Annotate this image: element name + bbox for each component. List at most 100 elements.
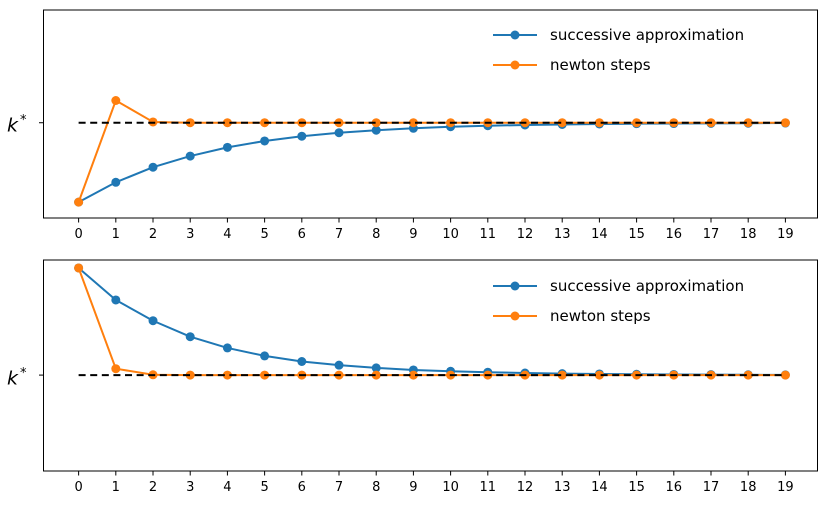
x-tick-label: 1	[112, 480, 120, 495]
x-tick-label: 0	[74, 227, 82, 242]
series-marker	[111, 177, 121, 187]
axes-frame	[43, 259, 818, 472]
series-marker	[371, 370, 381, 380]
x-tick-label: 4	[223, 227, 231, 242]
legend-label-newton: newton steps	[550, 307, 651, 325]
series-marker	[260, 351, 270, 361]
legend-bottom: successive approximation newton steps	[492, 271, 744, 331]
x-tick-label: 6	[298, 227, 306, 242]
legend-item-newton: newton steps	[492, 301, 744, 331]
series-marker	[594, 370, 604, 380]
series-marker	[297, 357, 307, 367]
series-marker	[185, 370, 195, 380]
series-marker	[780, 118, 790, 128]
x-tick-label: 11	[480, 480, 497, 495]
series-marker	[371, 125, 381, 135]
series-marker	[743, 118, 753, 128]
x-tick-label: 6	[298, 480, 306, 495]
series-marker	[408, 118, 418, 128]
top-plot: 0 1 2 3 4 5 6 7 8 9 10 11 12 13 14 15 16 17 18 19	[39, 9, 818, 242]
legend-top: successive approximation newton steps	[492, 20, 744, 80]
series-marker	[111, 295, 121, 305]
series-marker	[222, 142, 232, 152]
series-marker	[222, 118, 232, 128]
series-marker	[297, 131, 307, 141]
bottom-plot: 0 1 2 3 4 5 6 7 8 9 10 11 12 13 14 15 16 17 18 19	[39, 259, 818, 495]
x-tick-label: 5	[260, 227, 268, 242]
series-line	[78, 122, 786, 204]
legend-line-sample-icon	[493, 281, 537, 291]
x-tick-label: 11	[480, 227, 497, 242]
axes-frame	[43, 9, 818, 219]
series-marker	[557, 370, 567, 380]
legend-line-sample-icon	[493, 60, 537, 70]
x-tick-label: 17	[703, 227, 720, 242]
legend-item-newton: newton steps	[492, 50, 744, 80]
series-line	[77, 99, 786, 203]
series-marker	[222, 370, 232, 380]
series-marker	[111, 364, 121, 374]
series-marker	[780, 370, 790, 380]
y-axis-label-kstar-top: k *	[7, 110, 27, 136]
series-marker	[222, 343, 232, 353]
series-marker	[185, 118, 195, 128]
x-tick-label: 12	[517, 227, 534, 242]
x-tick-label: 8	[372, 227, 380, 242]
x-tick-label: 4	[223, 480, 231, 495]
x-tick-label: 0	[74, 480, 82, 495]
legend-line-sample-icon	[493, 311, 537, 321]
x-tick-label: 19	[777, 227, 794, 242]
series-marker	[408, 370, 418, 380]
series-marker	[74, 197, 84, 207]
legend-item-successive: successive approximation	[492, 20, 744, 50]
x-tick-label: 14	[591, 227, 608, 242]
series-marker	[334, 128, 344, 138]
x-tick-label: 16	[666, 480, 683, 495]
y-axis-label-kstar-bottom: k *	[7, 363, 27, 389]
x-tick-label: 7	[335, 227, 343, 242]
x-tick-label: 16	[666, 227, 683, 242]
x-tick-label: 3	[186, 480, 194, 495]
series-marker	[743, 370, 753, 380]
x-tick-label: 3	[186, 227, 194, 242]
series-marker	[148, 316, 158, 326]
x-tick-label: 9	[409, 480, 417, 495]
ylabel-base: k	[7, 114, 19, 137]
x-tick-label: 2	[149, 227, 157, 242]
x-tick-label: 15	[628, 480, 645, 495]
series-marker	[185, 151, 195, 161]
legend-line-sample-icon	[493, 30, 537, 40]
x-tick-label: 15	[628, 227, 645, 242]
series-marker	[594, 118, 604, 128]
x-tick-label: 13	[554, 480, 571, 495]
legend-label-successive: successive approximation	[550, 26, 745, 44]
ylabel-superscript: *	[20, 366, 27, 381]
x-tick-label: 13	[554, 227, 571, 242]
x-tick-label: 19	[777, 480, 794, 495]
series-marker	[334, 360, 344, 370]
series-marker	[74, 263, 84, 273]
x-tick-label: 12	[517, 480, 534, 495]
series-marker	[185, 332, 195, 342]
x-tick-label: 9	[409, 227, 417, 242]
x-tick-label: 8	[372, 480, 380, 495]
legend-label-successive: successive approximation	[550, 277, 745, 295]
x-tick-label: 14	[591, 480, 608, 495]
series-marker	[557, 118, 567, 128]
series-marker	[111, 96, 121, 106]
legend-label-newton: newton steps	[550, 56, 651, 74]
x-tick-label: 10	[442, 480, 459, 495]
ylabel-superscript: *	[20, 113, 27, 128]
series-marker	[260, 136, 270, 146]
x-tick-label: 7	[335, 480, 343, 495]
x-tick-label: 10	[442, 227, 459, 242]
x-tick-label: 2	[149, 480, 157, 495]
series-marker	[148, 162, 158, 172]
x-tick-label: 5	[260, 480, 268, 495]
x-tick-label: 17	[703, 480, 720, 495]
series-marker	[371, 118, 381, 128]
x-tick-label: 18	[740, 227, 757, 242]
x-tick-label: 18	[740, 480, 757, 495]
series-marker	[371, 363, 381, 373]
